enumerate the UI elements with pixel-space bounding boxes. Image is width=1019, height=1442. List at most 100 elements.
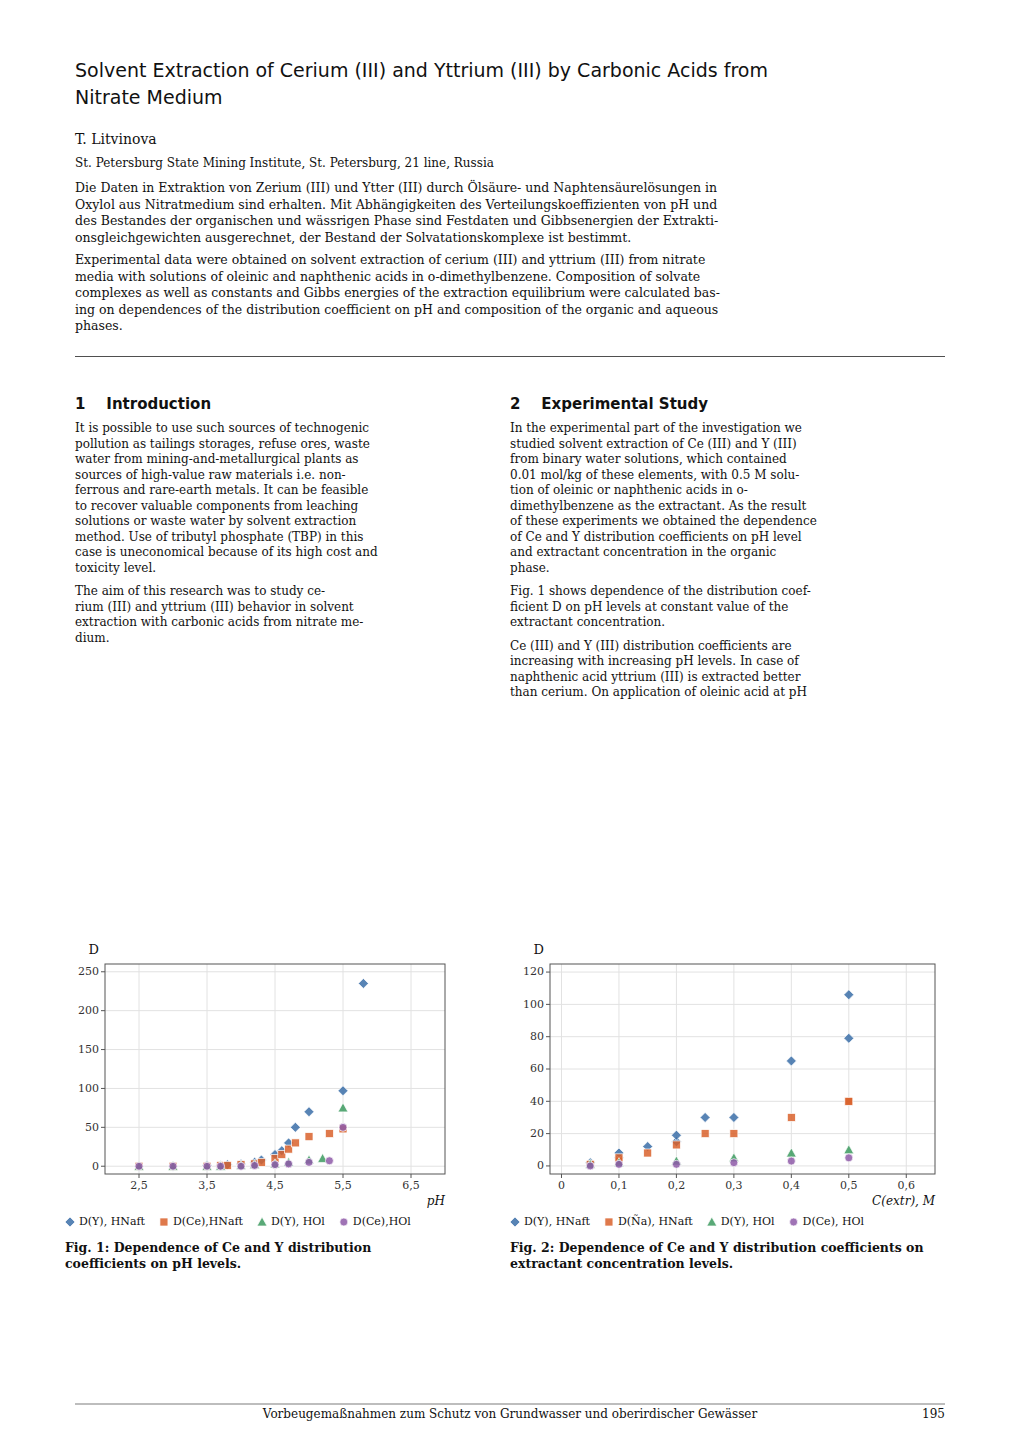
point: [271, 1161, 279, 1169]
body-line: water from mining-and-metallurgical plan…: [75, 452, 359, 466]
legend-marker: [65, 1217, 75, 1227]
points: [134, 978, 368, 1171]
rule: [75, 356, 945, 357]
legend-marker: [160, 1218, 168, 1226]
point: [304, 1107, 314, 1117]
legend-entry: D(Ce),HOl: [353, 1215, 411, 1228]
grid-line: [105, 971, 445, 972]
tick: [676, 1174, 677, 1178]
grid-line: [105, 1049, 445, 1050]
grid-line: [550, 1004, 935, 1005]
tick-label: 5,5: [334, 1179, 352, 1192]
legend-entry: D(Ña), HNaft: [618, 1214, 693, 1228]
grid-line: [550, 972, 935, 973]
body-line: studied solvent extraction of Ce (III) a…: [510, 437, 797, 451]
grid-line: [105, 1127, 445, 1128]
body-line: The aim of this research was to study ce…: [75, 584, 325, 598]
legend-marker: [340, 1218, 348, 1226]
point: [672, 1160, 680, 1168]
legend-marker: [257, 1217, 267, 1226]
point: [250, 1160, 260, 1169]
tick: [546, 1004, 550, 1005]
plot-frame: [105, 964, 445, 1174]
tick-label: 40: [530, 1095, 544, 1108]
point: [672, 1141, 680, 1149]
tick: [139, 1174, 140, 1178]
body-line: of these experiments we obtained the dep…: [510, 514, 817, 528]
body-line: It is possible to use such sources of te…: [75, 421, 369, 435]
point: [202, 1160, 212, 1170]
body-line: Ce (III) and Y (III) distribution coeffi…: [510, 639, 792, 653]
tick-label: 0,1: [610, 1179, 628, 1192]
body-line: sources of high-value raw materials i.e.…: [75, 468, 346, 482]
body-line: and extractant concentration in the orga…: [510, 545, 777, 559]
tick-label: 80: [530, 1030, 544, 1043]
tick: [343, 1174, 344, 1178]
legend-marker: [707, 1217, 717, 1226]
tick-label: 4,5: [266, 1179, 284, 1192]
point: [615, 1160, 623, 1168]
grid-line: [207, 964, 208, 1174]
point: [237, 1162, 245, 1170]
tick-label: 250: [78, 965, 99, 978]
tick: [546, 972, 550, 973]
tick: [101, 971, 105, 972]
grid-line: [139, 964, 140, 1174]
series: [135, 1125, 347, 1170]
grid-line: [550, 1101, 935, 1102]
legend-entry: D(Y), HOl: [721, 1215, 775, 1228]
body-line: toxicity level.: [75, 561, 156, 575]
tick-label: 0: [558, 1179, 565, 1192]
point: [325, 1157, 333, 1165]
point: [290, 1122, 300, 1132]
abstract-line: Die Daten in Extraktion von Zerium (III)…: [75, 179, 717, 195]
grid-line: [411, 964, 412, 1174]
tick-label: 0: [92, 1160, 99, 1173]
tick-label: 100: [523, 998, 544, 1011]
legend-entry: D(Ce),HNaft: [173, 1215, 244, 1228]
section-heading: 1 Introduction: [75, 395, 211, 413]
abstract-line: ing on dependences of the distribution c…: [75, 302, 718, 317]
plot-background: [105, 964, 445, 1174]
tick-label: 0,3: [725, 1179, 743, 1192]
series: [586, 1097, 853, 1168]
page: Solvent Extraction of Cerium (III) and Y…: [0, 0, 1019, 1442]
chart-title: coefficients on pH levels.: [65, 1256, 241, 1271]
point: [135, 1162, 143, 1170]
legend-marker: [790, 1218, 798, 1226]
author: T. Litvinova: [75, 131, 157, 147]
abstract-line: media with solutions of oleinic and naph…: [75, 269, 700, 284]
point: [202, 1161, 212, 1170]
point: [358, 978, 368, 988]
body-line: extractant concentration.: [510, 615, 665, 629]
tick: [906, 1174, 907, 1178]
tick: [791, 1174, 792, 1178]
tick: [546, 1101, 550, 1102]
point: [338, 1103, 348, 1112]
footer-text: Vorbeugemaßnahmen zum Schutz von Grundwa…: [262, 1407, 758, 1421]
body-line: pollution as tailings storages, refuse o…: [75, 437, 370, 451]
point: [844, 1033, 854, 1043]
chart: 2,53,54,55,56,5050100150200250DpHD(Y), H…: [65, 942, 446, 1271]
body-line: increasing with increasing pH levels. In…: [510, 654, 800, 668]
grid-line: [105, 1010, 445, 1011]
tick-label: 100: [78, 1082, 99, 1095]
point: [203, 1162, 211, 1170]
point: [845, 1154, 853, 1162]
abstract-line: phases.: [75, 318, 123, 333]
body-line: rium (III) and yttrium (III) behavior in…: [75, 600, 354, 614]
tick-label: 0,5: [840, 1179, 858, 1192]
grid-line: [550, 1165, 935, 1166]
point: [730, 1159, 738, 1167]
chart-title: extractant concentration levels.: [510, 1256, 733, 1271]
body-line: Fig. 1 shows dependence of the distribut…: [510, 584, 811, 598]
page-title: Solvent Extraction of Cerium (III) and Y…: [75, 59, 768, 81]
tick-label: 120: [523, 965, 544, 978]
body-line: method. Use of tributyl phosphate (TBP) …: [75, 530, 363, 544]
abstract-line: Experimental data were obtained on solve…: [75, 252, 705, 267]
point: [844, 990, 854, 1000]
tick-label: 2,5: [130, 1179, 148, 1192]
tick: [101, 1166, 105, 1167]
tick-label: 60: [530, 1062, 544, 1075]
grid-line: [343, 964, 344, 1174]
